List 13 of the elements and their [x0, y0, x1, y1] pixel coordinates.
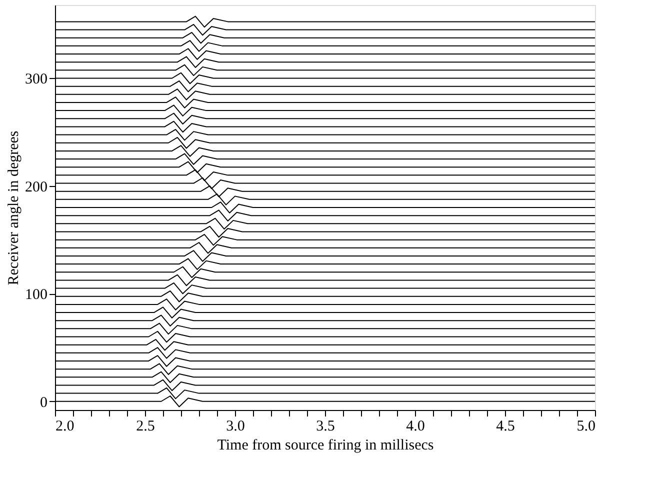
x-tick-label: 5.0	[576, 418, 596, 434]
x-tick-label: 3.0	[226, 418, 245, 434]
x-tick-label: 3.5	[316, 418, 335, 434]
y-axis-title: Receiver angle in degrees	[6, 130, 22, 286]
y-tick-label: 300	[25, 72, 48, 88]
x-tick-label: 4.0	[406, 418, 425, 434]
x-axis-title: Time from source firing in millisecs	[217, 438, 434, 454]
x-tick-label: 2.0	[56, 418, 74, 434]
y-tick-label: 200	[25, 179, 48, 196]
y-tick-label: 0	[40, 394, 48, 411]
x-tick-label: 2.5	[136, 418, 155, 434]
x-tick-label: 4.5	[496, 418, 515, 434]
y-tick-label: 100	[25, 287, 48, 304]
